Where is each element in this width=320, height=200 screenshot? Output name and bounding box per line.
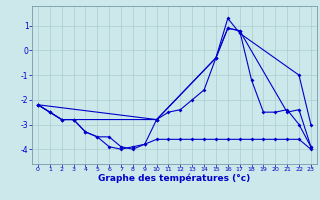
X-axis label: Graphe des températures (°c): Graphe des températures (°c) xyxy=(98,174,251,183)
